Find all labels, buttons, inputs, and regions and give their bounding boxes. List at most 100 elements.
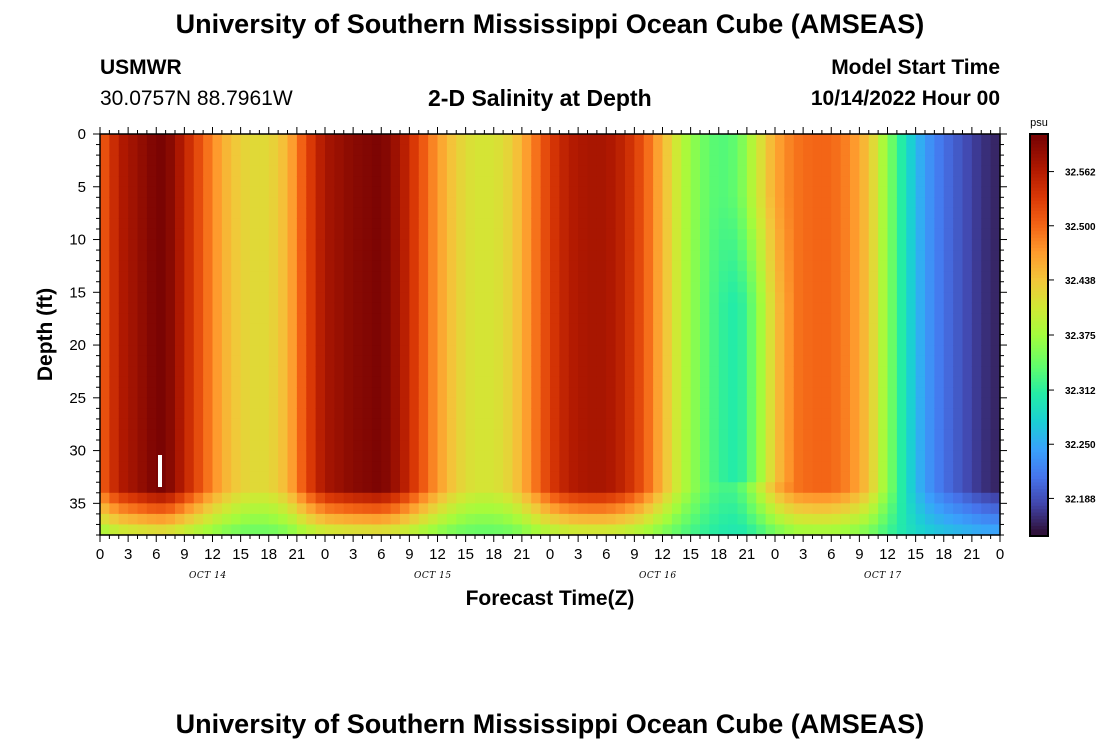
heatmap-cell: [343, 260, 354, 272]
heatmap-cell: [878, 334, 889, 346]
heatmap-cell: [400, 334, 410, 346]
heatmap-cell: [615, 418, 626, 431]
heatmap-cell: [446, 524, 457, 536]
heatmap-cell: [821, 461, 832, 473]
heatmap-cell: [887, 271, 898, 283]
heatmap-cell: [840, 197, 851, 209]
heatmap-cell: [606, 323, 617, 336]
heatmap-cell: [718, 513, 729, 526]
heatmap-cell: [287, 292, 298, 304]
heatmap-cell: [896, 503, 907, 515]
heatmap-cell: [212, 197, 223, 209]
heatmap-cell: [390, 397, 401, 409]
heatmap-cell: [268, 207, 279, 220]
heatmap-cell: [381, 440, 392, 452]
heatmap-cell: [559, 355, 570, 367]
heatmap-cell: [906, 503, 917, 515]
colorbar-segment: [1030, 211, 1048, 215]
heatmap-cell: [165, 292, 176, 304]
heatmap-cell: [662, 134, 673, 146]
heatmap-cell: [728, 165, 739, 177]
heatmap-cell: [831, 186, 842, 198]
station-id: USMWR: [100, 56, 182, 79]
heatmap-cell: [934, 313, 945, 325]
heatmap-cell: [109, 429, 120, 441]
heatmap-cell: [390, 260, 401, 272]
heatmap-cell: [371, 492, 382, 504]
x-axis-title: Forecast Time(Z): [466, 587, 635, 610]
heatmap-cell: [568, 461, 579, 473]
heatmap-cell: [221, 524, 232, 536]
heatmap-cell: [456, 482, 467, 494]
heatmap-cell: [578, 503, 589, 515]
heatmap-cell: [231, 218, 242, 230]
heatmap-cell: [334, 524, 345, 536]
heatmap-cell: [400, 524, 410, 536]
heatmap-cell: [165, 134, 176, 146]
heatmap-cell: [606, 271, 617, 283]
heatmap-cell: [400, 281, 410, 293]
heatmap-cell: [278, 260, 289, 272]
heatmap-cell: [250, 239, 260, 251]
heatmap-cell: [400, 461, 410, 473]
heatmap-cell: [212, 450, 223, 462]
heatmap-cell: [887, 197, 898, 209]
heatmap-cell: [484, 228, 495, 241]
heatmap-cell: [784, 461, 795, 473]
heatmap-cell: [728, 292, 739, 304]
heatmap-cell: [278, 302, 289, 314]
heatmap-cell: [540, 524, 551, 536]
heatmap-cell: [606, 250, 617, 262]
heatmap-cell: [925, 239, 935, 251]
heatmap-cell: [278, 429, 289, 441]
heatmap-cell: [690, 397, 701, 409]
heatmap-cell: [118, 366, 129, 378]
heatmap-cell: [278, 197, 289, 209]
heatmap-cell: [550, 355, 560, 367]
heatmap-cell: [306, 228, 317, 241]
heatmap-cell: [231, 334, 242, 346]
heatmap-cell: [221, 144, 232, 156]
heatmap-cell: [390, 471, 401, 483]
heatmap-cell: [484, 186, 495, 198]
heatmap-cell: [231, 228, 242, 241]
heatmap-cell: [362, 302, 373, 314]
heatmap-cell: [343, 408, 354, 420]
heatmap-cell: [812, 260, 823, 272]
heatmap-cell: [531, 197, 542, 209]
heatmap-cell: [325, 207, 335, 220]
heatmap-cell: [306, 524, 317, 536]
heatmap-cell: [803, 482, 814, 494]
heatmap-cell: [925, 250, 935, 262]
heatmap-cell: [850, 281, 860, 293]
heatmap-cell: [428, 334, 439, 346]
heatmap-cell: [128, 429, 139, 441]
heatmap-cell: [700, 228, 710, 241]
heatmap-cell: [662, 524, 673, 536]
heatmap-cell: [475, 408, 485, 420]
heatmap-cell: [671, 418, 682, 431]
heatmap-cell: [287, 461, 298, 473]
heatmap-cell: [915, 134, 926, 146]
heatmap-cell: [512, 440, 523, 452]
heatmap-cell: [896, 250, 907, 262]
heatmap-cell: [212, 292, 223, 304]
heatmap-cell: [250, 397, 260, 409]
heatmap-cell: [128, 176, 139, 188]
heatmap-cell: [231, 281, 242, 293]
heatmap-cell: [953, 471, 964, 483]
heatmap-cell: [971, 471, 982, 483]
colorbar-segment: [1030, 217, 1048, 222]
heatmap-cell: [859, 387, 870, 399]
heatmap-cell: [943, 250, 954, 262]
heatmap-cell: [840, 250, 851, 262]
heatmap-cell: [137, 429, 148, 441]
heatmap-cell: [850, 228, 860, 241]
heatmap-cell: [831, 218, 842, 230]
heatmap-cell: [971, 197, 982, 209]
heatmap-cell: [831, 250, 842, 262]
heatmap-cell: [821, 281, 832, 293]
heatmap-cell: [662, 155, 673, 167]
heatmap-cell: [193, 228, 204, 241]
heatmap-cell: [503, 260, 514, 272]
